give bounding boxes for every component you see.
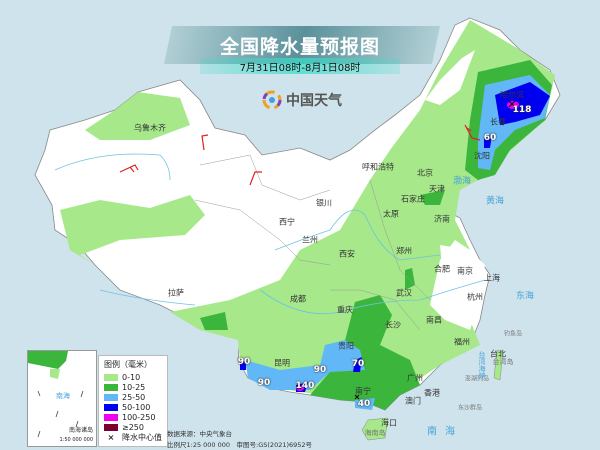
province-borders [194, 154, 431, 331]
page-title: 全国降水量预报图 [219, 36, 380, 58]
wind-barb-icons [119, 124, 481, 186]
island-label: 钓鱼岛 [503, 330, 523, 338]
legend-label: 25-50 [122, 392, 146, 402]
legend-label: 10-25 [122, 382, 146, 392]
legend-label: 50-100 [122, 402, 151, 412]
rain-center-value: 40 [357, 399, 371, 409]
hainan-island [361, 417, 389, 441]
rain-zone-0-10 [60, 20, 555, 398]
city-label: 武汉 [396, 288, 412, 298]
rain-center-value: 90 [257, 378, 271, 388]
legend-title: 图例（毫米） [104, 360, 152, 369]
map-scale: 比例尺1:25 000 000 审图号:GS(2021)6952号 [167, 441, 313, 449]
island-label: 台湾岛 [492, 358, 514, 366]
city-label: 福州 [454, 337, 470, 347]
legend-label: ≥250 [122, 422, 144, 432]
sea-label: 南海 [427, 426, 463, 438]
rain-center-markers [296, 100, 516, 400]
legend-label: 100-250 [122, 412, 156, 422]
inset-sea-label: 南海 [56, 392, 70, 400]
legend-item: ≥250 [104, 422, 162, 432]
city-label: 兰州 [302, 235, 318, 245]
china-weather-logo-icon [262, 90, 282, 110]
island-label: 东沙群岛 [457, 404, 483, 412]
legend: 图例（毫米） 0-10 10-25 25-50 50-100 100-250 ≥… [98, 355, 168, 447]
city-label: 长春 [490, 117, 506, 127]
city-label: 上海 [484, 273, 500, 283]
city-label: 合肥 [434, 264, 450, 274]
legend-swatch [104, 403, 118, 411]
legend-item: 100-250 [104, 412, 162, 422]
rain-center-value: 140 [295, 381, 315, 391]
taiwan-island [493, 349, 504, 381]
forecast-period: 7月31日08时-8月1日08时 [239, 63, 361, 74]
south-china-sea-inset: 南海 南海诸岛 1:50 000 000 [27, 350, 97, 447]
city-label: 哈尔滨 [500, 90, 524, 100]
legend-swatch [104, 373, 118, 381]
city-label: 西宁 [279, 217, 295, 227]
city-label: 北京 [417, 168, 433, 178]
city-label: 广州 [407, 373, 423, 383]
inset-map [28, 351, 84, 438]
sea-label: 东海 [515, 291, 535, 302]
sea-label: 渤海 [452, 176, 472, 187]
legend-item: 10-25 [104, 382, 162, 392]
island-label: 澎湖列岛 [464, 375, 490, 383]
rain-center-value: 118 [512, 105, 532, 115]
legend-item: 25-50 [104, 392, 162, 402]
city-label: 拉萨 [168, 288, 184, 298]
city-label: 南昌 [426, 315, 442, 325]
data-source: 数据来源：中央气象台 [167, 430, 232, 438]
legend-item: 0-10 [104, 372, 162, 382]
subtitle-banner [200, 58, 400, 74]
city-label: 天津 [429, 184, 445, 194]
city-label: 台北 [490, 349, 506, 359]
rivers [54, 153, 486, 315]
rain-center-value: 90 [237, 357, 251, 367]
logo-text: 中国天气 [286, 93, 342, 109]
city-label: 呼和浩特 [362, 162, 394, 172]
city-label: 西安 [339, 249, 355, 259]
city-label: 乌鲁木齐 [134, 123, 166, 133]
brand-logo: 中国天气 [262, 90, 342, 110]
legend-label: 0-10 [122, 372, 141, 382]
legend-label: 降水中心值 [122, 432, 162, 442]
city-label: 郑州 [396, 246, 412, 256]
city-label: 石家庄 [401, 194, 425, 204]
rain-center-value: 70 [351, 359, 365, 369]
inset-scale: 1:50 000 000 [59, 437, 94, 443]
legend-swatch [104, 393, 118, 401]
island-label: 海南岛 [364, 429, 386, 437]
city-label: 沈阳 [474, 151, 490, 161]
city-label: 贵阳 [338, 341, 354, 351]
city-label: 成都 [290, 294, 306, 304]
legend-item: 50-100 [104, 402, 162, 412]
city-label: 济南 [434, 214, 450, 224]
legend-swatch [104, 383, 118, 391]
city-label: 南京 [457, 266, 473, 276]
sea-label: 台湾海峡 [478, 351, 486, 379]
legend-swatch [104, 413, 118, 421]
sea-label: 黄海 [485, 196, 505, 207]
city-label: 昆明 [274, 358, 290, 368]
legend-item: × 降水中心值 [104, 432, 162, 442]
city-label: 海口 [381, 418, 397, 428]
city-label: 重庆 [337, 305, 353, 315]
city-label: 长沙 [385, 320, 401, 330]
legend-swatch [104, 423, 118, 431]
rain-center-value: 90 [313, 365, 327, 375]
rain-zone-50-100 [240, 82, 550, 392]
city-label: 银川 [316, 198, 332, 208]
inset-label: 南海诸岛 [68, 427, 93, 434]
rain-center-value: 60 [483, 133, 497, 143]
rain-center-icon: × [107, 432, 115, 442]
city-label: 香港 [424, 388, 440, 398]
city-label: 南宁 [355, 386, 371, 396]
city-label: 太原 [383, 209, 399, 219]
city-label: 杭州 [467, 292, 483, 302]
city-label: 澳门 [405, 396, 421, 406]
